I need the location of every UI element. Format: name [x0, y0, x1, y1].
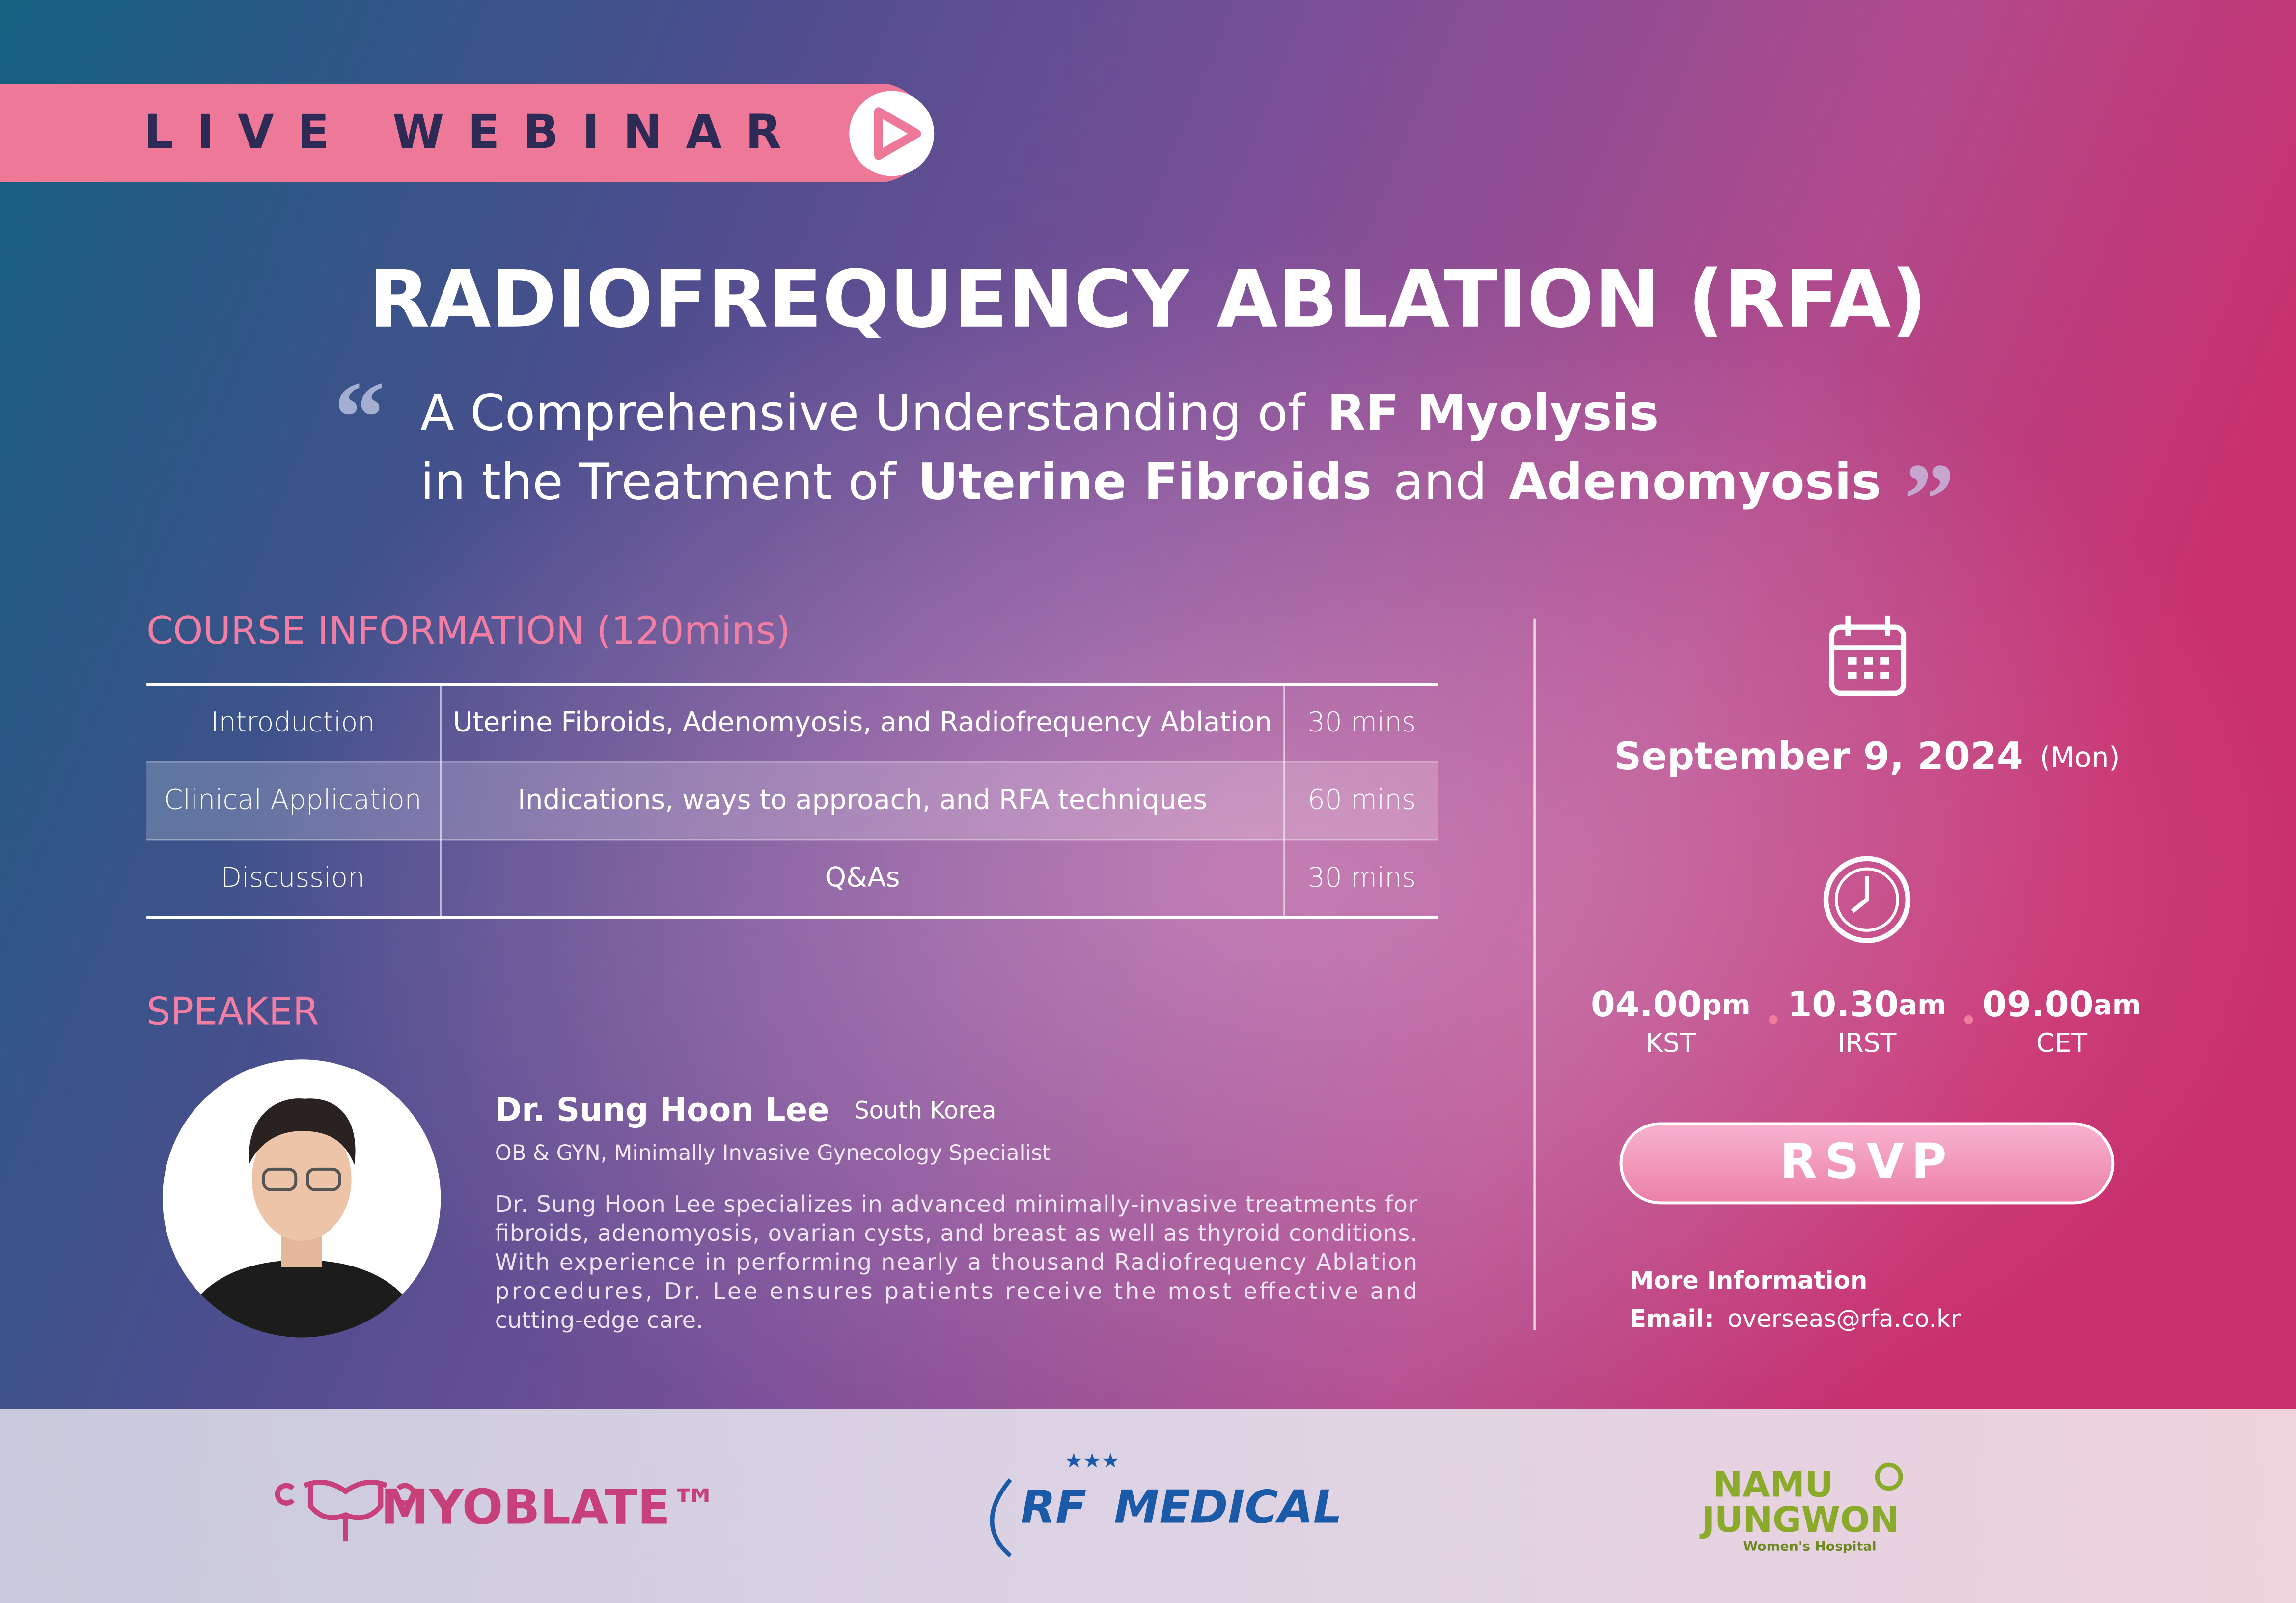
rf-swoosh: [990, 1478, 1012, 1558]
time: 09.00am: [1982, 984, 2141, 1024]
table-cell: 30 mins: [1308, 862, 1416, 894]
time-zone: IRST: [1837, 1027, 1896, 1058]
table-cell: Uterine Fibroids, Adenomyosis, and Radio…: [453, 707, 1272, 738]
bio-line: With experience in performing nearly a t…: [495, 1249, 1417, 1275]
myoblate-icon: [275, 1479, 416, 1542]
title: RADIOFREQUENCY ABLATION (RFA): [369, 253, 1927, 345]
bio-line: procedures, Dr. Lee ensures patients rec…: [495, 1278, 1417, 1304]
table-cell: Discussion: [221, 862, 365, 894]
bio-line: Dr. Sung Hoon Lee specializes in advance…: [495, 1191, 1417, 1217]
photo-figure: [175, 1098, 428, 1338]
rf-logo: RF MEDICAL: [1021, 1481, 1342, 1534]
subtitle-emphasis: RF Myolysis: [1327, 384, 1659, 442]
table-cell: 60 mins: [1308, 785, 1416, 816]
time-zone: KST: [1646, 1027, 1696, 1058]
event-date: September 9, 2024: [1614, 735, 2023, 779]
hospital-label: Women's Hospital: [1743, 1539, 1877, 1554]
course-table: Introduction Uterine Fibroids, Adenomyosi…: [146, 682, 1438, 919]
namu-logo: NAMU: [1713, 1464, 1833, 1505]
play-icon: [849, 91, 935, 176]
time-ampm: am: [2094, 989, 2141, 1021]
time: 10.30am: [1788, 984, 1947, 1024]
speaker-heading: SPEAKER: [146, 989, 319, 1034]
subtitle-line: A Comprehensive Understanding of RF Myol…: [420, 384, 1659, 442]
subtitle-text: in the Treatment of: [420, 452, 897, 510]
table-cell: Indications, ways to approach, and RFA t…: [518, 785, 1207, 816]
table-cell: Q&As: [825, 862, 900, 894]
time-zone: CET: [2036, 1027, 2087, 1058]
more-info: More Information: [1630, 1266, 1867, 1294]
namu-swirl: [1875, 1462, 1903, 1491]
bio-line: cutting-edge care.: [495, 1307, 703, 1333]
clock-icon: [1823, 856, 1911, 943]
subtitle-line: in the Treatment of Uterine Fibroids and…: [420, 452, 1881, 510]
rf-logo-part: MEDICAL: [1114, 1481, 1342, 1534]
time-separator: [1964, 1015, 1973, 1024]
rf-logo-part: RF: [1021, 1481, 1086, 1534]
speaker-name: Dr. Sung Hoon Lee: [495, 1092, 830, 1129]
time-ampm: pm: [1702, 989, 1751, 1021]
rf-stars: ★★★: [1065, 1449, 1120, 1473]
rsvp-label[interactable]: RSVP: [1780, 1134, 1954, 1190]
close-quote: ”: [1904, 443, 1955, 556]
event-day: (Mon): [2040, 741, 2120, 774]
bio-line: fibroids, adenomyosis, ovarian cysts, an…: [495, 1220, 1417, 1246]
course-heading: COURSE INFORMATION (120mins): [146, 609, 790, 653]
banner-bar: [0, 84, 927, 182]
email-line: Email: overseas@rfa.co.kr: [1630, 1304, 1961, 1332]
table-cell: Clinical Application: [164, 785, 421, 816]
speaker-bio: Dr. Sung Hoon Lee specializes in advance…: [495, 1191, 1417, 1333]
open-quote: “: [334, 361, 385, 474]
table-cell: 30 mins: [1308, 707, 1416, 738]
subtitle-text: A Comprehensive Understanding of: [420, 384, 1307, 442]
event-date-line: September 9, 2024 (Mon): [1614, 735, 2120, 779]
play-triangle: [874, 107, 921, 160]
subtitle-emphasis: Adenomyosis: [1509, 452, 1881, 510]
speaker-role: OB & GYN, Minimally Invasive Gynecology …: [495, 1141, 1051, 1166]
speaker-country: South Korea: [854, 1097, 996, 1125]
speaker-photo: [162, 1059, 441, 1338]
time-ampm: am: [1899, 989, 1946, 1021]
rsvp-button[interactable]: [1619, 1122, 2115, 1205]
time-separator: [1769, 1015, 1778, 1024]
time: 04.00pm: [1591, 984, 1751, 1024]
calendar-icon: [1829, 615, 1907, 696]
time-value: 10.30: [1788, 984, 1899, 1024]
jungwon-logo: JUNGWON: [1699, 1499, 1900, 1540]
subtitle-emphasis: Uterine Fibroids: [918, 452, 1372, 510]
speaker-line: Dr. Sung Hoon Lee South Korea: [495, 1092, 996, 1129]
banner-text: LIVE WEBINAR: [143, 105, 805, 159]
myoblate-logo: MYOBLATE™: [381, 1479, 719, 1535]
email-label: Email:: [1630, 1304, 1714, 1332]
email[interactable]: overseas@rfa.co.kr: [1727, 1304, 1961, 1332]
table-cell: Introduction: [211, 707, 375, 738]
time-value: 04.00: [1591, 984, 1702, 1024]
subtitle-text: and: [1393, 452, 1487, 510]
time-value: 09.00: [1982, 984, 2093, 1024]
row-highlight: [146, 761, 1438, 840]
